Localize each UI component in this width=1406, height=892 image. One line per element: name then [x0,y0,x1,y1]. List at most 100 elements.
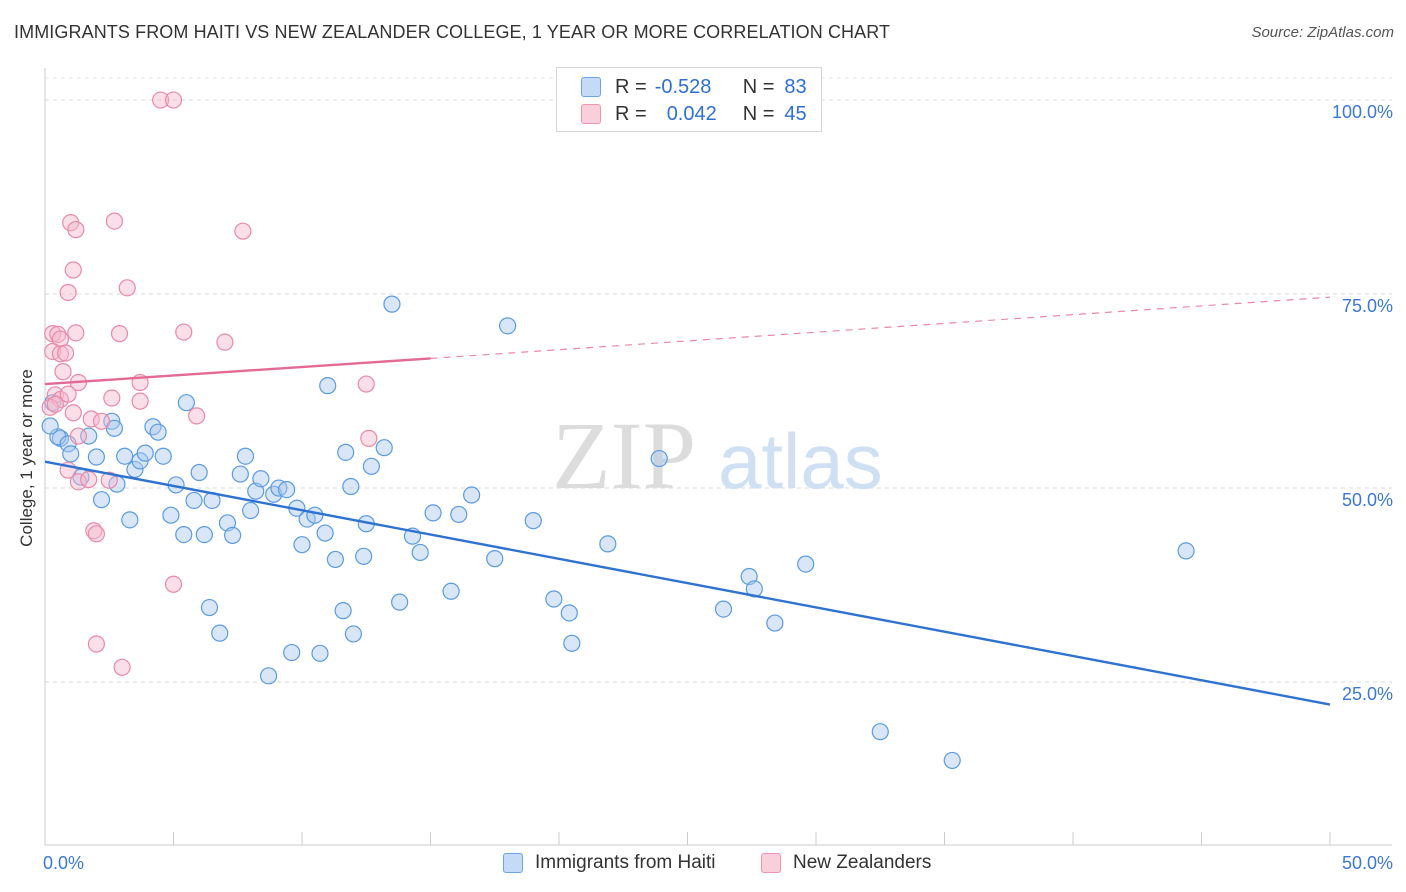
x-tick-label: 50.0% [1342,853,1393,873]
haiti-point [766,614,784,632]
haiti-point [200,598,219,617]
nz-point [92,412,111,430]
data-points [41,91,1195,770]
nz-point [357,375,375,393]
legend-n-label: N = [742,102,775,125]
legend-row-haiti: R = -0.528 N = 83 [581,75,807,99]
nz-point [131,392,149,410]
haiti-point [316,524,334,542]
nz-point [105,212,123,230]
nz-trend-line [44,357,431,386]
axes [44,68,1392,846]
bottom-legend-label-haiti: Immigrants from Haiti [535,852,716,873]
haiti-point [486,550,504,568]
haiti-point [283,643,301,662]
y-tick-label: 75.0% [1342,296,1393,316]
haiti-point [190,463,208,482]
haiti-point [650,449,668,468]
haiti-point [136,444,154,462]
nz-point [41,398,59,416]
watermark-zip: ZIP [552,402,696,509]
haiti-point [326,550,345,569]
nz-point [100,471,118,489]
haiti-point [252,470,270,488]
legend-n-value: 83 [784,75,807,98]
nz-point [234,222,252,240]
nz-point [85,522,103,540]
chart-title: IMMIGRANTS FROM HAITI VS NEW ZEALANDER C… [14,22,891,42]
haiti-point [375,439,393,457]
nz-point [188,407,206,425]
nz-point [69,473,88,491]
source-label: Source: ZipAtlas.com [1251,24,1394,41]
nz-point [67,221,85,239]
tick-labels: 25.0% 50.0% 75.0% 100.0% 0.0% 50.0% [43,102,1393,873]
nz-point [360,429,378,447]
bottom-legend-nz: New Zealanders [761,852,931,874]
nz-point [54,363,72,381]
haiti-point [342,477,360,496]
trend-lines [44,296,1331,706]
haiti-point [195,525,213,544]
haiti-point [524,512,542,530]
bottom-legend: Immigrants from Haiti New Zealanders [0,852,1406,878]
legend-box: R = -0.528 N = 83 R = 0.042 N = 45 [556,67,822,132]
legend-n-value: 45 [784,102,807,125]
haiti-point [599,535,617,553]
nz-point [49,325,67,343]
haiti-point [306,506,324,524]
nz-point [164,91,183,109]
haiti-point [563,634,581,652]
haiti-point [293,536,311,554]
grid-lines [45,77,1392,683]
nz-point [64,261,82,279]
haiti-point [334,602,352,620]
nz-point [59,283,77,302]
haiti-point [943,751,961,770]
legend-row-nz: R = 0.042 N = 45 [581,102,807,126]
haiti-point [1177,542,1195,560]
haiti-point [242,501,260,520]
haiti-point [211,624,229,642]
watermark: ZIP atlas [552,402,883,509]
y-tick-label: 25.0% [1342,684,1393,704]
haiti-point [545,590,563,608]
haiti-point [177,394,195,412]
legend-r-value: 0.042 [666,102,717,125]
nz-point [175,323,193,341]
nz-point [69,427,88,445]
legend-swatch-haiti [581,77,601,97]
nz-point [51,345,70,363]
haiti-point [442,582,460,600]
haiti-point [224,526,242,544]
nz-point [59,385,77,403]
haiti-point [871,723,889,741]
nz-point [64,404,82,422]
haiti-point [463,486,481,504]
haiti-point [175,525,193,544]
nz-point [82,410,100,428]
haiti-point [383,295,401,313]
haiti-point [344,625,362,643]
x-tick-label: 0.0% [43,853,84,873]
haiti-point [149,423,167,441]
legend-r-label: R = [615,75,647,98]
haiti-point [337,443,355,461]
haiti-point [154,447,172,465]
y-tick-label: 50.0% [1342,490,1393,510]
bottom-legend-haiti: Immigrants from Haiti [503,852,716,874]
nz-point [164,575,183,593]
bottom-legend-swatch-haiti [503,853,523,873]
haiti-point [319,377,337,395]
y-tick-label: 100.0% [1332,102,1393,122]
legend-n-label: N = [742,75,775,98]
haiti-point [391,593,409,611]
haiti-point [311,644,329,662]
nz-point [87,635,106,653]
nz-trend-line-extension [430,296,1331,360]
nz-point [80,470,98,489]
nz-point [87,525,106,543]
haiti-point [185,491,203,510]
nz-point [152,91,170,109]
